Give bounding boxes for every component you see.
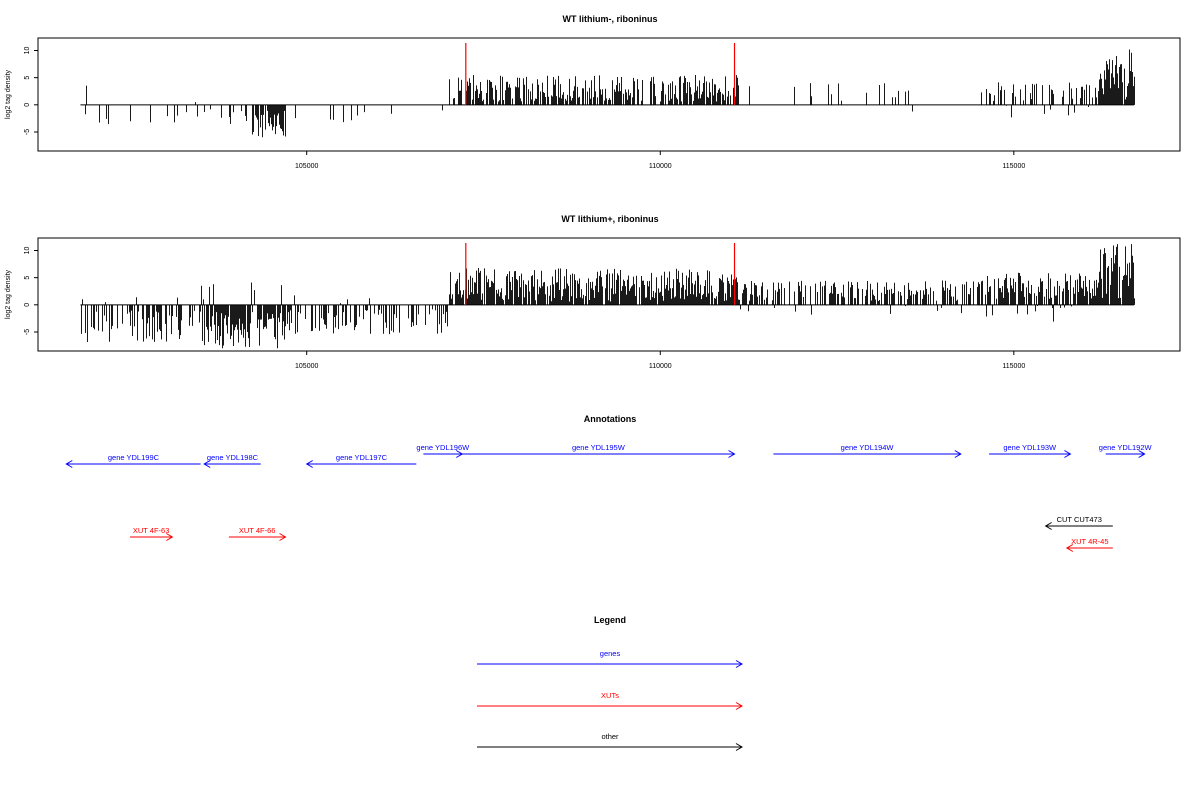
xut-arrow	[228, 533, 287, 541]
legend: Legend genes XUTs other	[477, 615, 743, 751]
coverage-bars	[80, 243, 1135, 349]
legend-label-other: other	[601, 732, 619, 741]
xut-arrow	[129, 533, 174, 541]
panel-title: WT lithium+, riboninus	[561, 214, 658, 224]
y-axis-label: log2 tag density	[5, 269, 12, 319]
gene-arrow-label: gene YDL199C	[108, 453, 160, 462]
y-tick-label: 0	[24, 303, 31, 307]
gene-arrow-label: gene YDL193W	[1003, 443, 1057, 452]
coverage-panel-lithium-minus: WT lithium-, riboninus log2 tag density …	[5, 14, 1181, 170]
x-tick-label: 110000	[649, 363, 672, 370]
y-tick-label: 10	[24, 47, 31, 55]
axes: -5 0 5 10 105000 110000 115000	[24, 247, 1025, 370]
gene-arrow-label: gene YDL192W	[1099, 443, 1153, 452]
y-tick-label: 5	[24, 76, 31, 80]
legend-label-xut: XUTs	[601, 691, 619, 700]
gene-arrow	[773, 450, 962, 458]
legend-items: genes XUTs other	[477, 649, 743, 751]
legend-title: Legend	[594, 615, 626, 625]
xut-arrow-label: XUT 4F-63	[133, 526, 170, 535]
y-axis-label: log2 tag density	[5, 69, 12, 119]
annotations-title: Annotations	[584, 414, 637, 424]
legend-arrow-xut	[477, 702, 743, 710]
legend-label-gene: genes	[600, 649, 621, 658]
annotation-arrows: gene YDL199C gene YDL198C gene YDL197C gene…	[65, 443, 1153, 552]
legend-arrow-gene	[477, 660, 743, 668]
y-tick-label: 5	[24, 276, 31, 280]
xut-arrow	[1065, 544, 1113, 552]
legend-arrow-other	[477, 743, 743, 751]
other-arrow-label: CUT CUT473	[1057, 515, 1102, 524]
plot-frame	[37, 37, 1181, 152]
x-tick-label: 115000	[1002, 363, 1025, 370]
y-tick-label: 0	[24, 103, 31, 107]
xut-arrow-label: XUT 4F-66	[239, 526, 276, 535]
x-tick-label: 115000	[1002, 163, 1025, 170]
y-tick-label: 10	[24, 247, 31, 255]
annotations-track: Annotations gene YDL199C gene YDL198C gene…	[65, 414, 1153, 552]
gene-arrow	[462, 450, 736, 458]
coverage-bars	[80, 43, 1135, 138]
gene-arrow	[989, 450, 1072, 458]
axes: -5 0 5 10 105000 110000 115000	[24, 47, 1025, 170]
x-tick-label: 105000	[295, 363, 318, 370]
gene-arrow	[423, 450, 464, 458]
gene-arrow-label: gene YDL196W	[416, 443, 470, 452]
gene-arrow-label: gene YDL195W	[572, 443, 626, 452]
y-tick-label: -5	[24, 129, 31, 135]
x-tick-label: 105000	[295, 163, 318, 170]
xut-arrow-label: XUT 4R-45	[1071, 537, 1108, 546]
other-arrow	[1044, 522, 1113, 530]
gene-arrow	[305, 460, 417, 468]
gene-arrow-label: gene YDL197C	[336, 453, 388, 462]
gene-arrow-label: gene YDL194W	[841, 443, 895, 452]
x-tick-label: 110000	[649, 163, 672, 170]
gene-arrow	[65, 460, 201, 468]
y-tick-label: -5	[24, 329, 31, 335]
panel-title: WT lithium-, riboninus	[563, 14, 658, 24]
gene-arrow	[1105, 450, 1146, 458]
gene-arrow-label: gene YDL198C	[207, 453, 259, 462]
plot-frame	[37, 237, 1181, 352]
coverage-panel-lithium-plus: WT lithium+, riboninus log2 tag density …	[5, 214, 1181, 370]
gene-arrow	[203, 460, 261, 468]
